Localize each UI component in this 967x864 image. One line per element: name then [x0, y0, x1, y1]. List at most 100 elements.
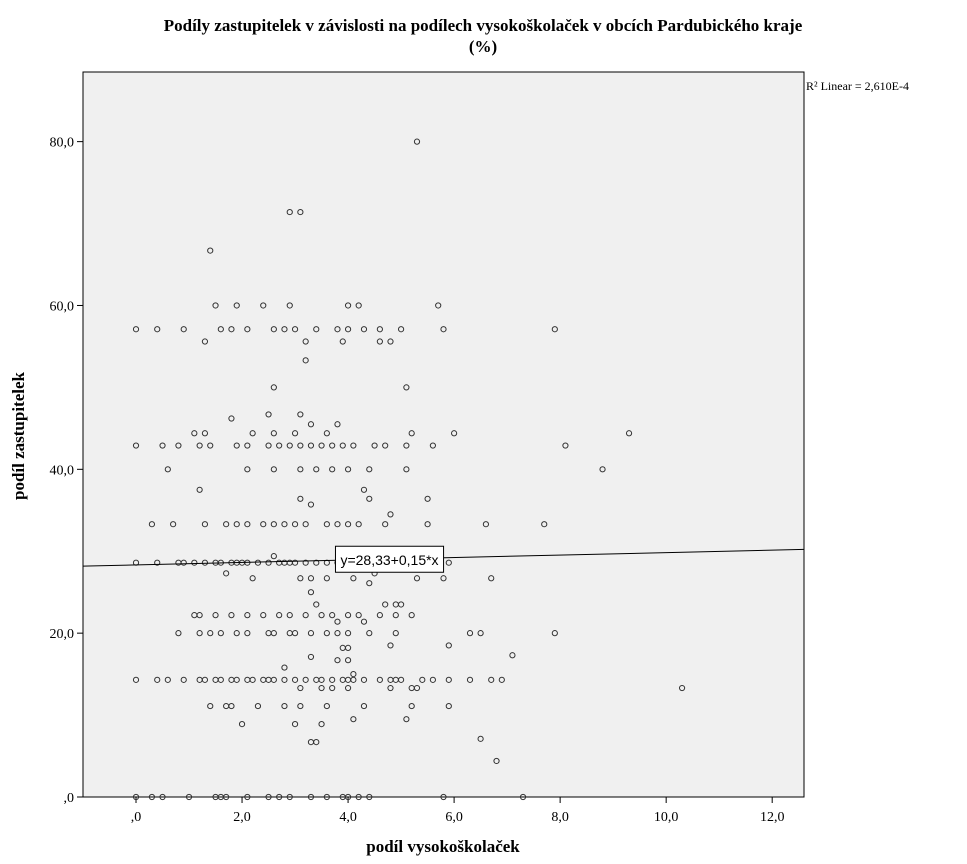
data-point — [191, 430, 198, 437]
data-point — [281, 702, 288, 710]
data-point — [281, 676, 288, 683]
data-point — [403, 716, 410, 723]
data-point — [466, 630, 474, 637]
data-point — [238, 720, 246, 728]
data-point — [366, 630, 373, 637]
data-point — [313, 739, 320, 746]
data-point — [334, 421, 341, 428]
data-point — [286, 442, 293, 449]
data-point — [217, 326, 224, 333]
data-point — [270, 521, 277, 528]
data-point — [451, 430, 458, 437]
x-tick-label: 10,0 — [654, 810, 679, 825]
data-point — [265, 442, 272, 449]
data-point — [445, 702, 452, 710]
data-point — [281, 664, 288, 671]
data-point — [159, 793, 166, 801]
data-point — [350, 442, 357, 449]
data-point — [387, 511, 394, 518]
data-point — [392, 612, 399, 619]
data-point — [281, 521, 288, 528]
data-point — [360, 676, 368, 683]
data-point — [212, 612, 219, 619]
data-point — [207, 247, 214, 254]
data-point — [519, 793, 527, 801]
data-point — [334, 657, 341, 664]
data-point — [207, 702, 214, 710]
y-axis-title: podíl zastupitelek — [9, 371, 28, 500]
data-point — [397, 326, 405, 333]
data-point — [355, 521, 362, 528]
data-point — [159, 442, 166, 449]
x-tick-label: 4,0 — [339, 810, 357, 825]
data-point — [132, 676, 140, 683]
plot-area — [82, 71, 805, 798]
r2-annotation: R² Linear = 2,610E-4 — [806, 79, 909, 93]
data-point — [244, 793, 251, 801]
data-point — [344, 612, 352, 619]
data-point — [498, 676, 505, 683]
data-point — [223, 793, 230, 801]
data-point — [413, 138, 421, 145]
data-point — [344, 644, 352, 652]
data-point — [297, 495, 304, 502]
data-point — [323, 575, 330, 582]
data-point — [244, 466, 251, 473]
data-point — [334, 521, 341, 528]
data-point — [154, 326, 161, 333]
data-point — [217, 676, 224, 683]
data-point — [445, 676, 452, 683]
data-point — [302, 676, 309, 683]
chart-title-line1: Podíly zastupitelek v závislosti na podí… — [164, 16, 803, 35]
data-point — [170, 521, 177, 528]
data-point — [323, 521, 330, 528]
data-point — [318, 676, 325, 683]
data-point — [307, 421, 315, 428]
data-point — [466, 676, 474, 683]
data-point — [408, 702, 415, 710]
data-point — [297, 442, 304, 449]
data-point — [276, 442, 283, 449]
data-point — [297, 684, 304, 692]
data-point — [323, 702, 330, 710]
data-point — [329, 684, 336, 692]
data-points — [132, 138, 686, 801]
data-point — [350, 671, 357, 678]
y-tick-label: 80,0 — [50, 136, 75, 151]
data-point — [207, 630, 214, 637]
data-point — [366, 793, 373, 801]
data-point — [201, 338, 209, 345]
data-point — [201, 521, 209, 528]
data-point — [212, 302, 219, 309]
data-point — [344, 521, 352, 528]
data-point — [366, 495, 373, 502]
data-point — [403, 384, 410, 391]
data-point — [302, 521, 309, 528]
data-point — [397, 676, 405, 683]
data-point — [366, 580, 373, 587]
data-point — [175, 630, 182, 637]
data-point — [488, 575, 495, 582]
data-point — [313, 466, 320, 473]
data-point — [201, 676, 209, 683]
chart-title-line2: (%) — [469, 37, 497, 56]
data-point — [599, 466, 606, 473]
data-point — [329, 676, 336, 683]
data-point — [233, 302, 240, 309]
data-point — [276, 793, 283, 801]
x-tick-label: 12,0 — [760, 810, 785, 825]
data-point — [366, 466, 373, 473]
x-axis-title: podíl vysokoškolaček — [366, 837, 520, 856]
data-point — [223, 570, 230, 577]
data-point — [249, 430, 256, 437]
data-point — [313, 326, 320, 333]
data-point — [217, 630, 224, 637]
data-point — [265, 793, 272, 801]
data-point — [276, 612, 283, 619]
data-point — [270, 384, 277, 391]
data-point — [302, 338, 309, 345]
data-point — [291, 430, 299, 437]
data-point — [360, 702, 368, 710]
data-point — [291, 559, 299, 566]
data-point — [318, 612, 325, 619]
